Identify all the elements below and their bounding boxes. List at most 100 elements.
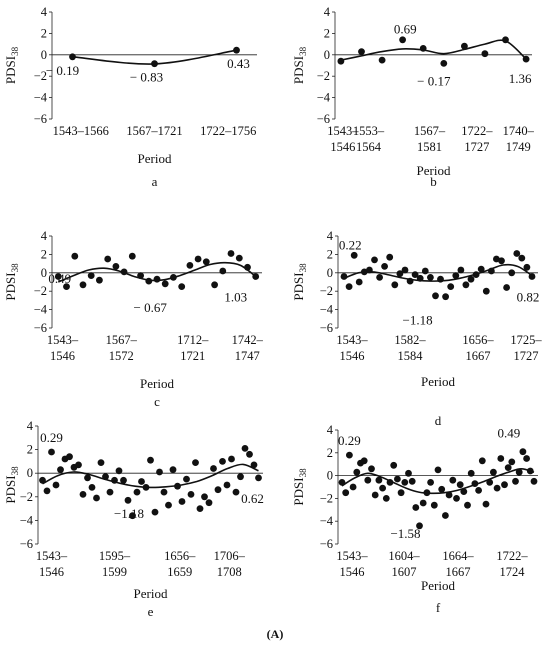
data-point <box>421 267 429 275</box>
y-tick-label: 2 <box>324 26 330 40</box>
y-tick-label: −4 <box>317 91 331 105</box>
data-point <box>427 479 434 486</box>
data-point <box>202 258 210 266</box>
data-point <box>375 476 383 484</box>
x-tick-label: 1572 <box>109 349 134 363</box>
value-annotation: 0.82 <box>517 290 540 305</box>
x-axis-label: Period <box>140 376 174 391</box>
x-tick-label: 1708 <box>217 565 242 579</box>
value-annotation: −1.18 <box>114 506 144 521</box>
data-point <box>390 461 398 469</box>
data-point <box>504 464 512 471</box>
data-point <box>471 480 479 487</box>
data-point <box>416 522 423 530</box>
y-axis-label-main: PDSI <box>291 477 306 505</box>
x-tick-label: 1546 <box>330 140 355 154</box>
data-point <box>227 250 235 257</box>
x-tick-label: 1656– <box>462 333 494 347</box>
data-point <box>371 256 378 264</box>
data-point <box>472 271 480 278</box>
data-point <box>412 504 420 511</box>
data-point <box>523 263 531 271</box>
data-point <box>170 274 177 281</box>
data-point <box>205 499 213 507</box>
data-point <box>133 488 141 496</box>
y-axis-label-subscript: 38 <box>298 263 308 273</box>
y-axis-label-subscript: 38 <box>10 466 20 476</box>
data-point <box>482 287 490 295</box>
y-tick-label: 0 <box>327 469 333 483</box>
chart-panel-f: 4 2 0 −2 −4 −6 PDSI38 1543– 1546 1604– 1607 1664– 16… <box>291 423 538 615</box>
data-point <box>423 489 431 497</box>
data-point <box>460 488 468 495</box>
y-axis-label: PDSI38 <box>3 263 20 301</box>
y-tick-label: 4 <box>327 229 334 243</box>
value-annotation: − 0.17 <box>417 73 451 88</box>
data-point <box>346 451 353 459</box>
x-tick-label: 1722–1756 <box>200 124 256 138</box>
data-point <box>379 484 386 492</box>
x-tick-label: 1604– <box>388 549 420 563</box>
data-point <box>386 479 394 486</box>
y-axis-label-main: PDSI <box>291 56 306 84</box>
x-tick-label: 1712– <box>177 333 209 347</box>
data-point <box>79 491 87 498</box>
data-point <box>219 458 226 465</box>
data-point <box>411 271 419 278</box>
data-point <box>48 448 55 456</box>
y-tick-label: −2 <box>317 69 330 83</box>
y-axis-label-main: PDSI <box>3 272 18 300</box>
x-tick-label: 1659 <box>167 565 192 579</box>
x-tick-label: 1722– <box>461 124 493 138</box>
data-point <box>360 268 368 276</box>
y-tick-label: 2 <box>27 443 33 457</box>
data-point <box>39 476 46 484</box>
data-point <box>151 508 159 516</box>
x-tick-label: 1664– <box>442 549 474 563</box>
data-point <box>255 474 262 482</box>
data-point <box>419 45 427 52</box>
y-tick-label: 4 <box>27 419 34 433</box>
y-tick-label: 2 <box>41 247 47 261</box>
x-tick-label: 1706– <box>214 549 246 563</box>
value-annotation: − 0.19 <box>46 63 79 78</box>
data-point <box>368 465 375 473</box>
data-point <box>178 283 186 290</box>
data-point <box>219 267 227 275</box>
data-point <box>493 255 500 263</box>
data-point <box>376 274 383 281</box>
data-point <box>161 280 169 288</box>
y-tick-label: −6 <box>20 537 33 551</box>
y-tick-label: −2 <box>20 490 33 504</box>
y-tick-label: −2 <box>320 491 333 505</box>
x-tick-label: 1543– <box>47 333 79 347</box>
y-tick-label: −6 <box>317 112 330 126</box>
trend-line <box>341 467 535 495</box>
data-point <box>432 292 439 300</box>
data-point <box>111 476 118 484</box>
y-axis-label: PDSI38 <box>3 466 20 504</box>
panel-letter: e <box>148 604 154 619</box>
data-point <box>462 281 470 289</box>
data-point <box>250 461 258 469</box>
y-tick-label: 4 <box>324 5 331 19</box>
chart-panel-d: 4 2 0 −2 −4 −6 PDSI38 1543– 1546 1582– 1584 1656– 16… <box>291 229 542 428</box>
data-point <box>71 252 79 260</box>
chart-panel-e: 4 2 0 −2 −4 −6 PDSI38 1543– 1546 1595– 1599 1656– 16… <box>3 419 264 619</box>
data-point <box>391 281 399 289</box>
y-tick-label: 0 <box>324 48 330 62</box>
x-tick-label: 1740– <box>503 124 535 138</box>
y-tick-label: −2 <box>34 69 47 83</box>
data-point <box>232 488 240 496</box>
data-point <box>350 251 358 259</box>
data-point <box>456 481 464 489</box>
data-point <box>381 263 388 270</box>
x-tick-label: 1747 <box>235 349 260 363</box>
data-point <box>201 493 208 501</box>
data-point <box>235 254 243 262</box>
data-point <box>430 501 438 509</box>
data-point <box>342 489 350 497</box>
data-point <box>165 501 172 509</box>
panel-letter: f <box>436 600 441 615</box>
data-point <box>490 468 497 476</box>
